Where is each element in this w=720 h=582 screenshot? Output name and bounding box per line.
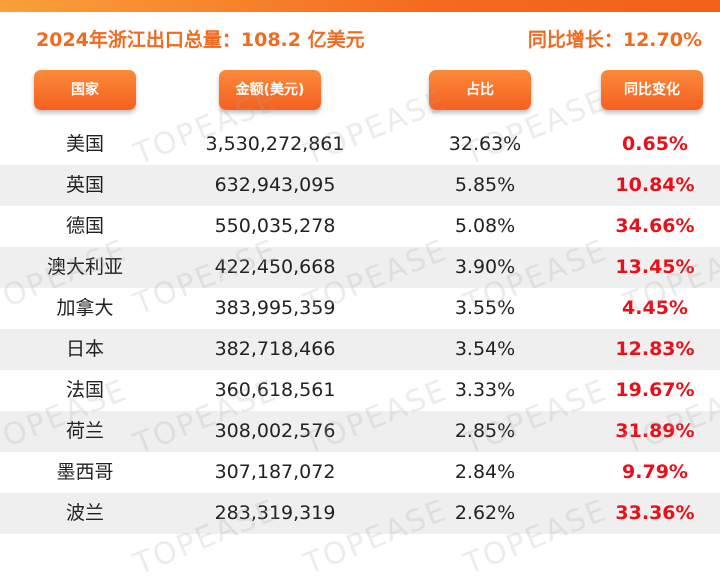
yoy-change-cell: 34.66% [615,215,695,237]
table-row: 德国 550,035,278 5.08% 34.66% [0,206,720,247]
amount-cell: 360,618,561 [214,379,336,401]
share-cell: 2.84% [454,461,516,483]
country-cell: 英国 [65,174,104,196]
share-cell: 3.33% [454,379,516,401]
country-cell: 荷兰 [65,420,104,442]
column-header-yoy-change: 同比变化 [601,70,703,110]
table-row: 波兰 283,319,319 2.62% 33.36% [0,493,720,534]
share-cell: 3.54% [454,338,516,360]
amount-cell: 422,450,668 [214,256,336,278]
amount-cell: 283,319,319 [214,502,336,524]
yoy-change-cell: 4.45% [622,297,688,319]
yoy-change-cell: 31.89% [615,420,695,442]
amount-cell: 307,187,072 [214,461,336,483]
yoy-change-cell: 9.79% [622,461,688,483]
amount-cell: 632,943,095 [214,174,336,196]
table-row: 美国 3,530,272,861 32.63% 0.65% [0,124,720,165]
country-cell: 波兰 [65,502,104,524]
yoy-change-cell: 33.36% [615,502,695,524]
country-cell: 美国 [65,133,104,155]
share-cell: 32.63% [448,133,522,155]
yoy-change-cell: 19.67% [615,379,695,401]
country-cell: 法国 [65,379,104,401]
column-header-share: 占比 [429,70,531,110]
country-cell: 澳大利亚 [46,256,123,278]
column-header-amount: 金额(美元) [219,70,321,110]
table-row: 英国 632,943,095 5.85% 10.84% [0,165,720,206]
yoy-change-cell: 10.84% [615,174,695,196]
share-cell: 5.08% [454,215,516,237]
column-header-country: 国家 [34,70,136,110]
yoy-growth-summary: 同比增长：12.70% [527,29,702,51]
amount-cell: 382,718,466 [214,338,336,360]
amount-cell: 3,530,272,861 [205,133,345,155]
yoy-change-cell: 13.45% [615,256,695,278]
table-row: 墨西哥 307,187,072 2.84% 9.79% [0,452,720,493]
page-title: 2024年浙江出口总量：108.2 亿美元 [36,29,365,51]
country-cell: 加拿大 [56,297,114,319]
yoy-change-cell: 12.83% [615,338,695,360]
yoy-change-cell: 0.65% [622,133,688,155]
amount-cell: 383,995,359 [214,297,336,319]
share-cell: 2.62% [454,502,516,524]
share-cell: 3.55% [454,297,516,319]
share-cell: 5.85% [454,174,516,196]
country-cell: 墨西哥 [56,461,114,483]
share-cell: 2.85% [454,420,516,442]
table-row: 日本 382,718,466 3.54% 12.83% [0,329,720,370]
amount-cell: 550,035,278 [214,215,336,237]
table-row: 加拿大 383,995,359 3.55% 4.45% [0,288,720,329]
country-cell: 日本 [65,338,104,360]
table-row: 法国 360,618,561 3.33% 19.67% [0,370,720,411]
share-cell: 3.90% [454,256,516,278]
top-accent-bar [0,0,720,12]
country-cell: 德国 [65,215,104,237]
table-row: 澳大利亚 422,450,668 3.90% 13.45% [0,247,720,288]
table-row: 荷兰 308,002,576 2.85% 31.89% [0,411,720,452]
amount-cell: 308,002,576 [214,420,336,442]
